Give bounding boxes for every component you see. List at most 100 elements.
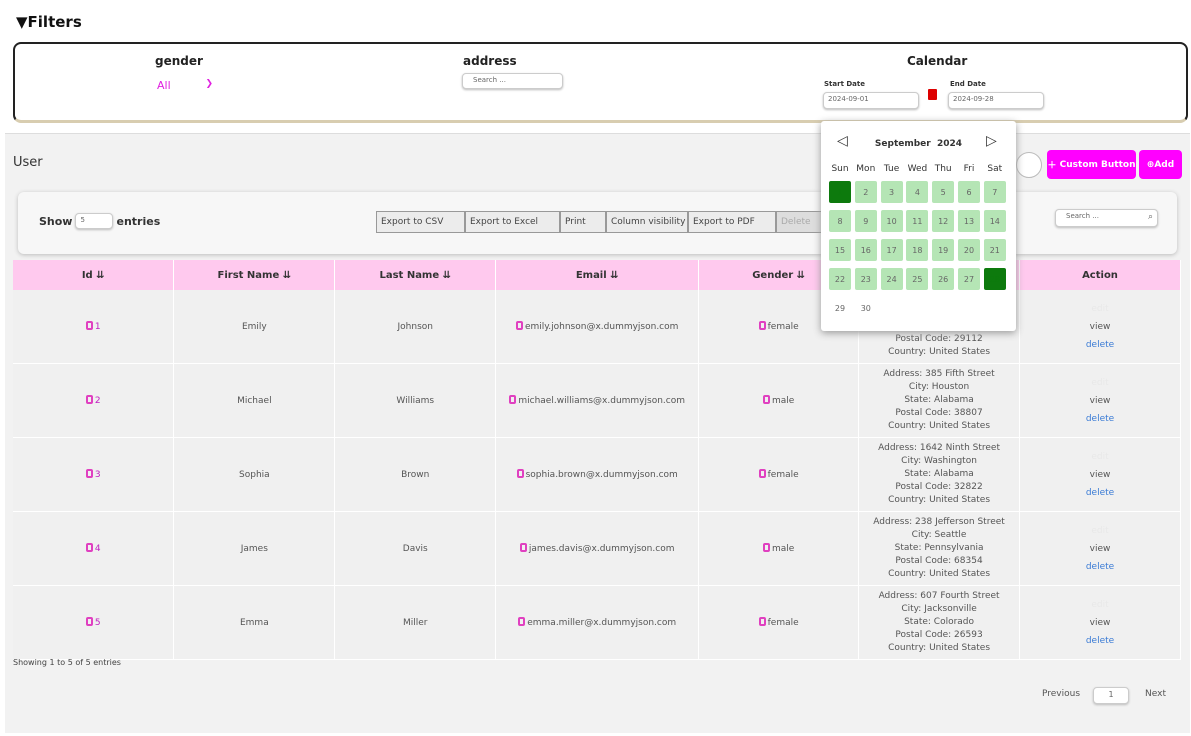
action-1[interactable]: view: [1089, 469, 1111, 480]
day[interactable]: 12: [932, 210, 955, 232]
gender-value: All: [157, 79, 171, 92]
day[interactable]: 10: [880, 210, 903, 232]
action-2[interactable]: delete: [1085, 413, 1115, 424]
month-year: September 2024: [821, 139, 1016, 149]
export-button[interactable]: Export to Excel: [465, 211, 560, 233]
action-2[interactable]: delete: [1085, 561, 1115, 572]
day[interactable]: 17: [880, 239, 903, 261]
day[interactable]: 27: [958, 268, 980, 290]
export-button[interactable]: Export to CSV: [376, 211, 465, 233]
custom-button[interactable]: ＋ Custom Button: [1047, 150, 1136, 179]
action-0[interactable]: edit: [1091, 525, 1109, 536]
day[interactable]: 23: [854, 268, 877, 290]
email-cell: sophia.brown@x.dummyjson.com: [495, 437, 700, 512]
address-line: Country: United States: [888, 495, 991, 505]
column-header[interactable]: Last Name ⇊: [334, 260, 497, 290]
action-0[interactable]: edit: [1091, 599, 1109, 610]
action-cell: edit view delete: [1019, 290, 1181, 364]
start-label: Start Date: [824, 80, 865, 88]
day[interactable]: 1: [829, 181, 851, 203]
day[interactable]: 4: [906, 181, 929, 203]
prev-month[interactable]: ◁: [837, 133, 848, 149]
day[interactable]: 14: [983, 210, 1006, 232]
icon: [516, 469, 524, 478]
column-header[interactable]: Action: [1019, 260, 1181, 290]
day[interactable]: 24: [880, 268, 903, 290]
gender: female: [767, 470, 799, 480]
calendar-label: Calendar: [907, 54, 968, 68]
next-month[interactable]: ▷: [986, 133, 997, 149]
add-button[interactable]: ⊕ Add: [1139, 150, 1182, 179]
action-2[interactable]: delete: [1085, 635, 1115, 646]
day[interactable]: 7: [983, 181, 1006, 203]
export-label: Column visibility: [611, 217, 686, 227]
action-0[interactable]: edit: [1091, 451, 1109, 462]
search-placeholder: Search ...: [1066, 212, 1099, 220]
day[interactable]: 9: [854, 210, 877, 232]
page-length-input[interactable]: 5: [75, 213, 114, 229]
filters-toggle[interactable]: ▼Filters: [16, 13, 82, 31]
address: Postal Code: 29112 Country: United States: [859, 290, 1019, 363]
export-button[interactable]: Export to PDF: [688, 211, 776, 233]
column-label: Id: [81, 269, 93, 281]
gender-select[interactable]: All ❯: [157, 79, 213, 92]
day[interactable]: 11: [906, 210, 929, 232]
table-row: 4 James Davis james.davis@x.dummyjson.com ma…: [13, 511, 1181, 586]
day[interactable]: 29: [829, 297, 851, 319]
export-button[interactable]: Print: [560, 211, 606, 233]
id: 5: [94, 618, 101, 628]
prev-button[interactable]: Previous: [1042, 689, 1081, 699]
action-1[interactable]: view: [1089, 321, 1111, 332]
day[interactable]: 20: [958, 239, 980, 261]
address-input[interactable]: Search ...: [462, 73, 563, 89]
add-label: Add: [1154, 159, 1175, 170]
action-1[interactable]: view: [1089, 543, 1111, 554]
day[interactable]: 3: [880, 181, 903, 203]
first-name: Michael: [173, 363, 336, 438]
day[interactable]: 25: [906, 268, 929, 290]
id: 1: [94, 322, 101, 332]
day[interactable]: 13: [958, 210, 980, 232]
export-button[interactable]: Column visibility: [606, 211, 688, 233]
panel-title: User: [13, 155, 43, 170]
action-0[interactable]: edit: [1091, 377, 1109, 388]
day[interactable]: 2: [854, 181, 877, 203]
action-2[interactable]: delete: [1085, 487, 1115, 498]
day[interactable]: 21: [983, 239, 1006, 261]
start-input[interactable]: 2024-09-01: [823, 92, 919, 109]
action-1[interactable]: view: [1089, 617, 1111, 628]
day[interactable]: 18: [906, 239, 929, 261]
day[interactable]: 6: [958, 181, 980, 203]
day[interactable]: 16: [854, 239, 877, 261]
page-button[interactable]: 1: [1093, 687, 1129, 704]
last-name: Williams: [334, 363, 497, 438]
action-0[interactable]: edit: [1091, 303, 1109, 314]
action-1[interactable]: view: [1089, 395, 1111, 406]
export-button[interactable]: Delete: [776, 211, 822, 233]
gender: male: [771, 396, 795, 406]
day[interactable]: 30: [854, 297, 877, 319]
action-2[interactable]: delete: [1085, 339, 1115, 350]
column-header[interactable]: Id ⇊: [13, 260, 175, 290]
first-name: Emma: [173, 585, 336, 660]
address-cell: Address: 607 Fourth Street City: Jacksonv…: [858, 585, 1021, 660]
round-button[interactable]: [1016, 152, 1042, 178]
day[interactable]: 5: [932, 181, 955, 203]
end-input[interactable]: 2024-09-28: [948, 92, 1044, 109]
day[interactable]: 28: [983, 268, 1006, 290]
day[interactable]: 22: [829, 268, 851, 290]
column-header[interactable]: First Name ⇊: [173, 260, 336, 290]
clear-icon[interactable]: [928, 89, 937, 100]
column-header[interactable]: Email ⇊: [495, 260, 700, 290]
day[interactable]: 8: [829, 210, 851, 232]
day[interactable]: 15: [829, 239, 851, 261]
id-cell: 4: [13, 511, 175, 586]
next-button[interactable]: Next: [1145, 689, 1166, 699]
day[interactable]: 19: [932, 239, 955, 261]
day[interactable]: 26: [932, 268, 955, 290]
email: emily.johnson@x.dummyjson.com: [524, 322, 679, 332]
address-placeholder: Search ...: [473, 76, 506, 84]
email: michael.williams@x.dummyjson.com: [518, 396, 685, 406]
last-name: Brown: [334, 437, 497, 512]
table-search[interactable]: Search ... ⌕: [1055, 209, 1158, 227]
